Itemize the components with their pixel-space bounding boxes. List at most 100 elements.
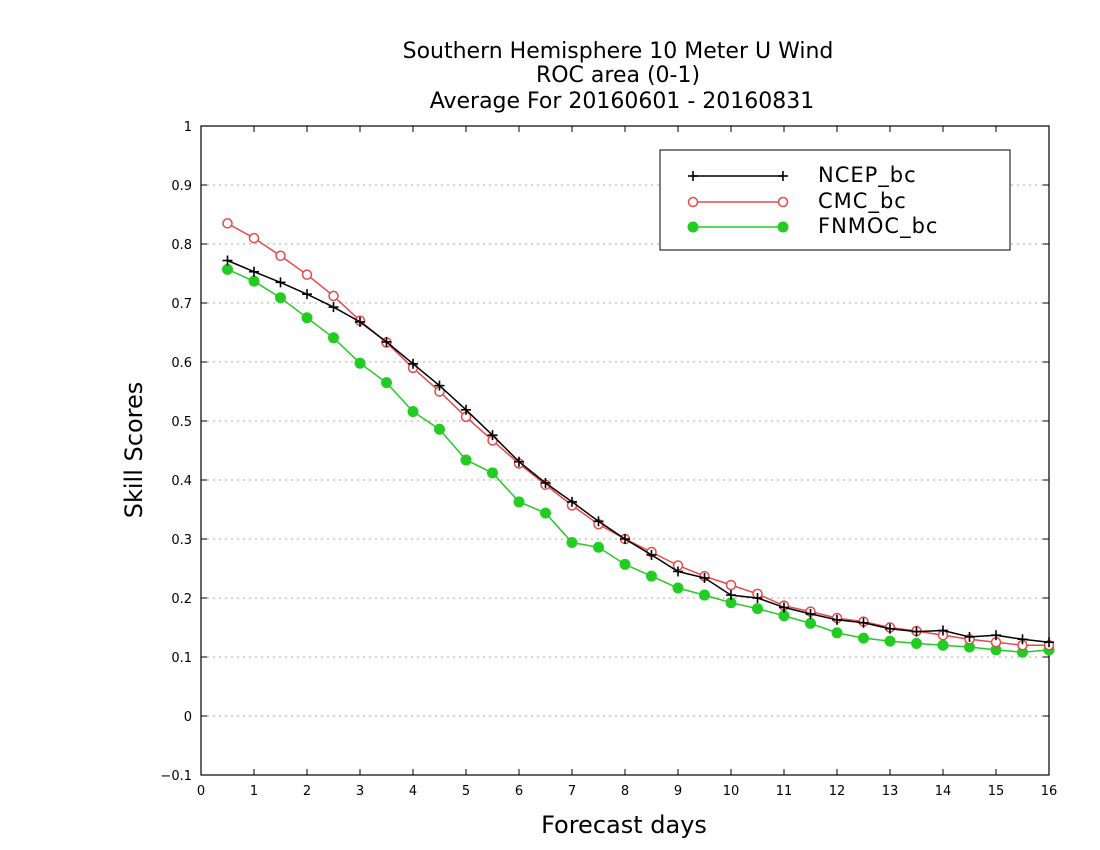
data-point <box>964 631 975 642</box>
data-point <box>328 290 339 302</box>
y-tick-label: 0.6 <box>171 356 192 371</box>
x-tick-label: 10 <box>723 784 740 799</box>
data-point <box>593 516 604 527</box>
x-tick-label: 16 <box>1041 784 1058 799</box>
data-point <box>487 467 498 479</box>
data-point <box>991 630 1001 641</box>
x-tick-label: 12 <box>829 784 846 799</box>
data-point <box>434 423 445 435</box>
legend-marker <box>778 171 788 181</box>
x-axis-title: Forecast days <box>541 811 707 839</box>
x-tick-label: 7 <box>568 784 576 799</box>
data-point <box>937 639 949 651</box>
y-tick-label: −0.1 <box>160 769 192 784</box>
data-point <box>725 579 737 591</box>
axes: −0.100.10.20.30.40.50.60.70.80.910 1 2 3 4 5 6… <box>160 120 1057 799</box>
y-tick-label: 0.3 <box>171 533 192 548</box>
x-tick-label: 14 <box>935 784 952 799</box>
x-tick-label: 4 <box>409 784 417 799</box>
y-axis-title: Skill Scores <box>120 382 148 519</box>
x-tick-label: 3 <box>356 784 364 799</box>
x-tick-label: 9 <box>674 784 682 799</box>
data-point <box>249 266 259 277</box>
data-point <box>831 627 843 639</box>
data-point <box>513 496 525 508</box>
data-point <box>275 277 286 288</box>
x-tick-label: 13 <box>882 784 899 799</box>
data-point <box>461 404 471 415</box>
y-tick-label: 0.2 <box>171 592 192 607</box>
data-point <box>752 603 763 615</box>
x-tick-label: 2 <box>303 784 311 799</box>
data-point <box>301 312 313 324</box>
series-layer <box>222 218 1055 658</box>
data-point <box>620 534 630 544</box>
data-point <box>938 625 948 636</box>
data-point <box>248 275 260 287</box>
data-point <box>540 477 551 488</box>
legend-marker <box>777 221 789 233</box>
x-tick-label: 1 <box>250 784 258 799</box>
data-point <box>646 549 657 560</box>
data-point <box>222 263 233 275</box>
data-point <box>487 430 498 441</box>
data-point <box>355 316 365 327</box>
data-point <box>354 357 366 369</box>
data-point <box>434 380 445 391</box>
data-point <box>884 635 896 647</box>
legend-marker <box>687 221 699 233</box>
x-tick-label: 8 <box>621 784 629 799</box>
y-tick-label: 0.7 <box>171 297 192 312</box>
data-point <box>514 456 524 467</box>
y-tick-label: 0.8 <box>171 238 192 253</box>
data-point <box>381 377 392 389</box>
data-point <box>302 289 312 300</box>
legend-marker <box>777 196 789 208</box>
data-point <box>779 602 789 613</box>
data-point <box>646 570 657 582</box>
legend-label-fnmoc: FNMOC_bc <box>818 214 938 239</box>
data-point <box>460 454 472 466</box>
y-tick-label: 0.1 <box>171 651 192 666</box>
legend-box <box>659 149 1011 251</box>
data-point <box>540 507 551 519</box>
data-point <box>673 566 683 577</box>
data-point <box>222 255 233 266</box>
y-tick-label: 0.5 <box>171 415 192 430</box>
data-point <box>567 496 577 507</box>
chart-title-line-2: ROC area (0-1) <box>536 63 700 88</box>
legend-samples <box>687 171 789 233</box>
data-point <box>275 292 286 304</box>
x-tick-label: 15 <box>988 784 1005 799</box>
legend-label-ncep: NCEP_bc <box>818 163 917 188</box>
data-point <box>408 358 418 369</box>
data-point <box>566 537 578 549</box>
data-point <box>328 332 339 344</box>
data-point <box>805 617 816 629</box>
y-tick-label: 0.9 <box>171 179 192 194</box>
data-point <box>248 232 260 244</box>
data-point <box>858 617 869 628</box>
chart-title-line-3: Average For 20160601 - 20160831 <box>430 89 815 114</box>
data-point <box>593 541 604 553</box>
data-point <box>858 632 869 644</box>
data-point <box>1044 637 1054 648</box>
x-tick-label: 0 <box>197 784 205 799</box>
legend-marker <box>688 171 698 181</box>
data-point <box>911 626 922 637</box>
data-point <box>699 589 710 601</box>
legend: NCEP_bc CMC_bc FNMOC_bc <box>659 149 1011 251</box>
y-tick-label: 1 <box>184 120 192 135</box>
data-point <box>832 614 842 625</box>
legend-label-cmc: CMC_bc <box>818 189 907 214</box>
y-tick-label: 0.4 <box>171 474 192 489</box>
series-ncep-bc <box>222 255 1054 648</box>
data-point <box>885 623 895 634</box>
data-point <box>726 590 736 601</box>
data-point <box>672 582 684 594</box>
data-point <box>1017 634 1028 645</box>
chart-title-line-1: Southern Hemisphere 10 Meter U Wind <box>403 39 834 64</box>
x-tick-label: 11 <box>776 784 793 799</box>
